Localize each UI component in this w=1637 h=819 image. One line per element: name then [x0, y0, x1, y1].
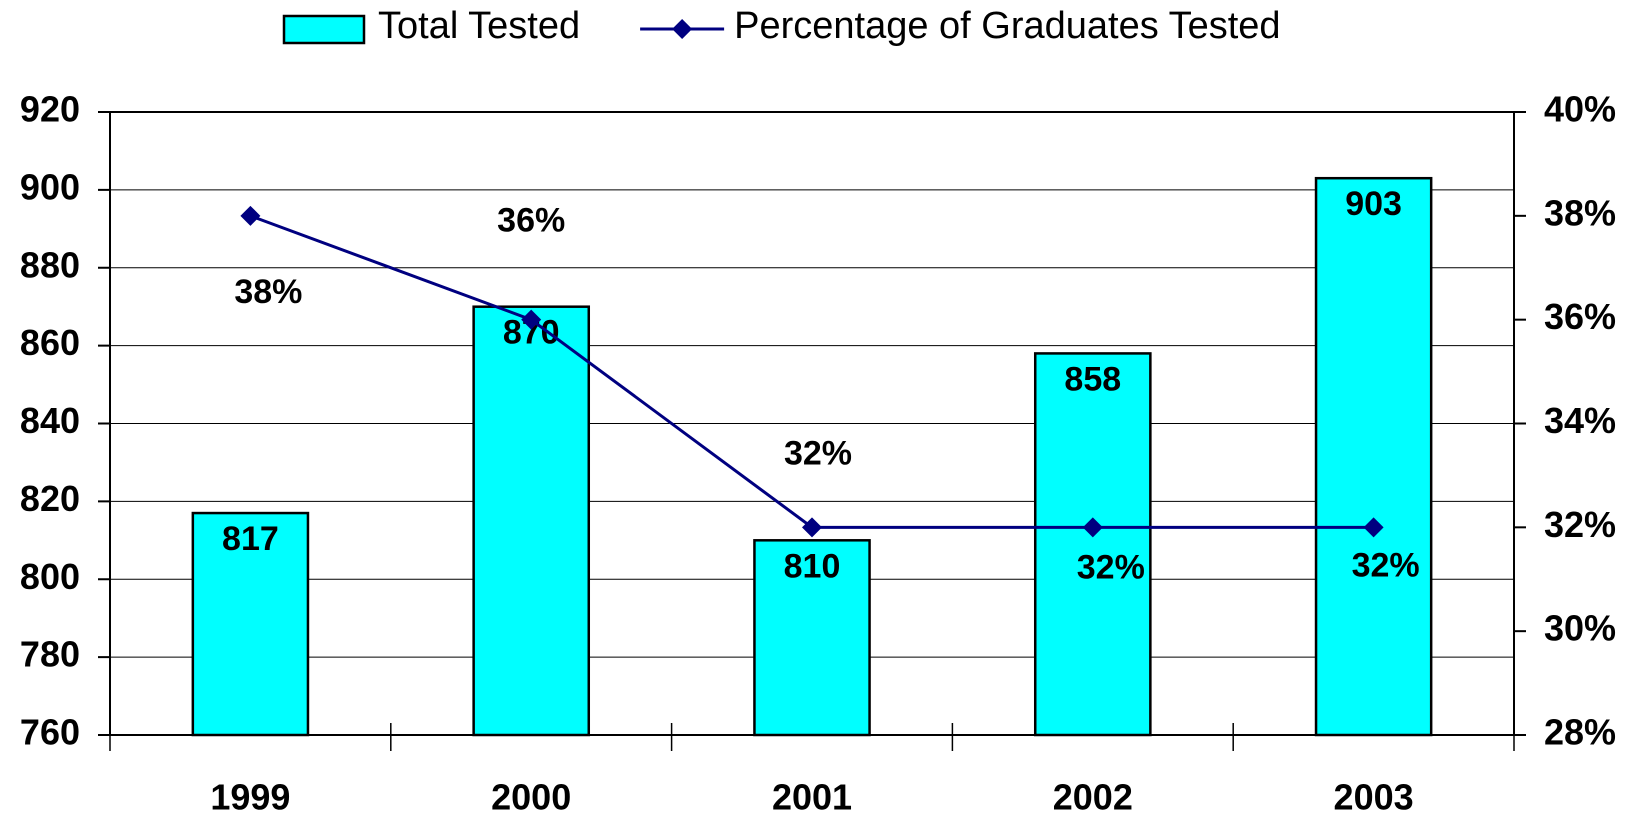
- bar-value-label: 810: [784, 547, 841, 585]
- line-value-label: 32%: [784, 434, 852, 472]
- y-tick-label: 920: [20, 89, 80, 130]
- bar: [472, 305, 591, 737]
- line-marker: [802, 517, 822, 538]
- bar: [191, 511, 310, 737]
- bar: [1314, 176, 1433, 737]
- legend-marker: [672, 19, 693, 39]
- bar-value-label: 817: [222, 520, 279, 558]
- y2-tick-label: 40%: [1544, 89, 1616, 130]
- y2-tick-label: 28%: [1544, 712, 1616, 753]
- y-tick-label: 760: [20, 712, 80, 753]
- line-value-label: 32%: [1352, 546, 1420, 584]
- bar-value-label: 858: [1064, 360, 1121, 398]
- line-value-label: 36%: [497, 202, 565, 240]
- y-tick-label: 800: [20, 556, 80, 597]
- line-marker: [1082, 517, 1103, 538]
- legend-swatch: [282, 14, 366, 45]
- legend-label: Percentage of Graduates Tested: [734, 5, 1280, 47]
- x-tick-label: 2003: [1334, 777, 1414, 818]
- bar: [753, 539, 871, 737]
- legend-label: Total Tested: [378, 5, 580, 47]
- y2-tick-label: 30%: [1544, 608, 1616, 649]
- line-value-label: 38%: [234, 273, 302, 311]
- y2-tick-label: 34%: [1544, 400, 1616, 441]
- y-tick-label: 840: [20, 400, 80, 441]
- line: [249, 214, 1374, 529]
- x-tick-label: 1999: [210, 777, 290, 818]
- bar: [1033, 352, 1152, 737]
- line-marker: [1363, 517, 1384, 538]
- x-tick-label: 2000: [491, 777, 571, 818]
- bar-value-label: 903: [1345, 185, 1402, 223]
- line-value-label: 32%: [1077, 548, 1145, 586]
- x-tick-label: 2001: [772, 777, 852, 818]
- line-marker: [240, 205, 261, 226]
- x-tick-label: 2002: [1053, 777, 1133, 818]
- y-tick-label: 900: [20, 166, 80, 207]
- y-tick-label: 860: [20, 322, 80, 363]
- y2-tick-label: 36%: [1544, 296, 1616, 337]
- y2-tick-label: 38%: [1544, 192, 1616, 233]
- y-tick-label: 780: [20, 634, 80, 675]
- y2-tick-label: 32%: [1544, 504, 1616, 545]
- y-tick-label: 880: [20, 244, 80, 285]
- line-marker: [521, 309, 542, 330]
- y-tick-label: 820: [20, 478, 80, 519]
